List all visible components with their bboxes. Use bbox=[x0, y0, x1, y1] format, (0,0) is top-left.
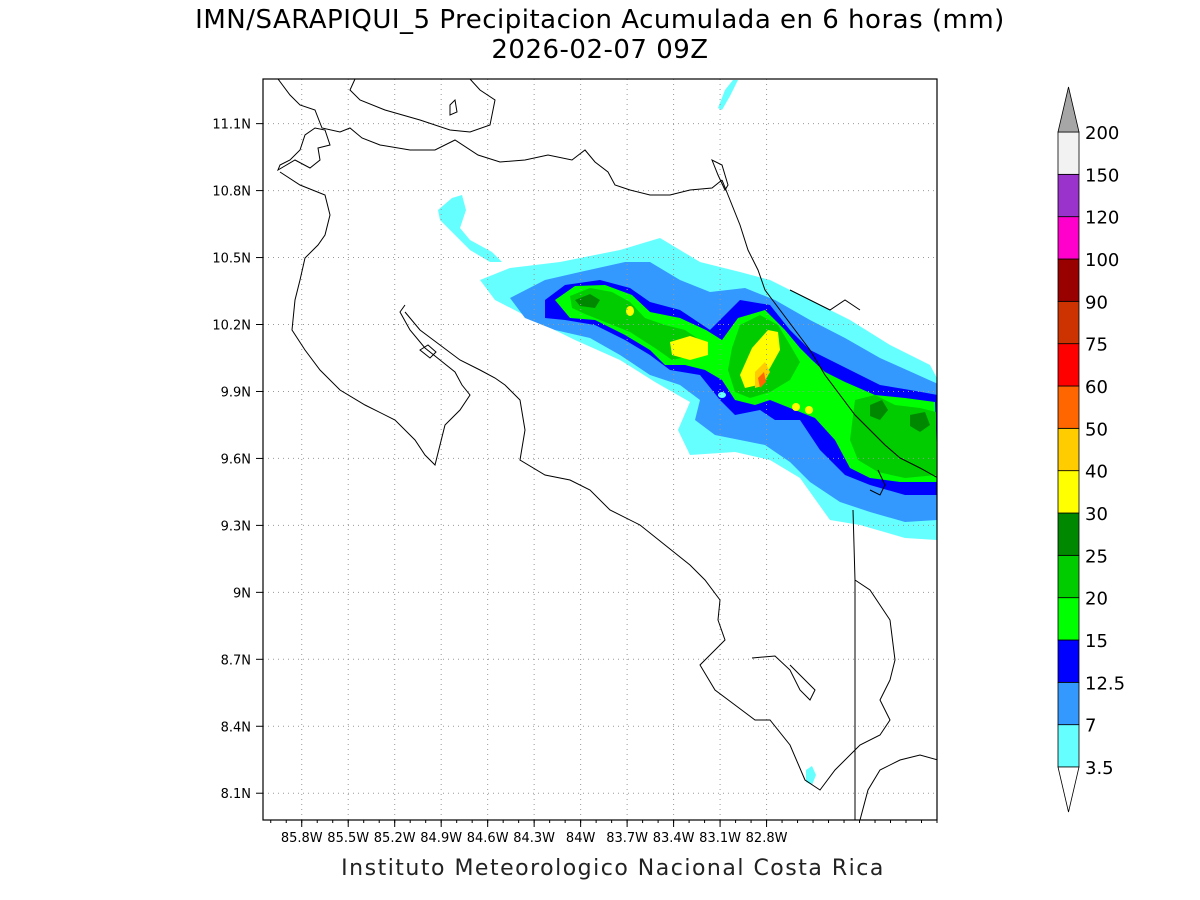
coast-bocas bbox=[869, 469, 886, 496]
legend-overflow-below bbox=[1057, 766, 1080, 813]
lon-tick-label: 82.8W bbox=[746, 831, 788, 846]
legend-swatch bbox=[1057, 597, 1080, 641]
legend-label: 150 bbox=[1085, 165, 1119, 186]
legend-swatch bbox=[1057, 300, 1080, 345]
legend-label: 25 bbox=[1085, 546, 1108, 567]
latitude-labels: 11.1N 10.8N 10.5N 10.2N 9.9N 9.6N 9.3N 9N 8.7N 8.… bbox=[212, 118, 251, 803]
lat-tick-label: 10.2N bbox=[212, 319, 251, 334]
legend-overflow-above bbox=[1057, 86, 1080, 133]
legend-swatch bbox=[1057, 681, 1080, 726]
lat-tick-label: 9.3N bbox=[221, 519, 251, 534]
lat-tick-label: 11.1N bbox=[212, 118, 251, 133]
coast-panama bbox=[859, 754, 937, 820]
coast-caribbean-north bbox=[711, 158, 729, 192]
legend-label: 60 bbox=[1085, 377, 1108, 398]
legend-label: 100 bbox=[1085, 250, 1119, 271]
axis-ticks bbox=[256, 123, 938, 827]
legend-swatch bbox=[1057, 470, 1080, 514]
legend-swatch bbox=[1057, 724, 1080, 768]
precip-layer-30 bbox=[626, 306, 813, 414]
precipitation-field bbox=[438, 80, 937, 785]
coast-north bbox=[276, 127, 331, 172]
legend-swatch bbox=[1057, 427, 1080, 472]
legend-label: 20 bbox=[1085, 589, 1108, 610]
coastlines bbox=[276, 79, 937, 820]
map-grid bbox=[263, 79, 937, 820]
legend-label: 3.5 bbox=[1085, 758, 1114, 779]
tortuguero-shore bbox=[789, 289, 861, 311]
legend-label: 120 bbox=[1085, 208, 1119, 229]
lon-tick-label: 84.6W bbox=[467, 831, 509, 846]
legend-label: 200 bbox=[1085, 123, 1119, 144]
island-chira bbox=[419, 344, 437, 359]
legend-swatch bbox=[1057, 554, 1080, 599]
coast-pacific-south bbox=[404, 311, 896, 791]
legend-swatch bbox=[1057, 173, 1080, 218]
legend-swatch bbox=[1057, 512, 1080, 556]
longitude-labels: 85.8W 85.5W 85.2W 84.9W 84.6W 84.3W 84W 83.7W 83… bbox=[281, 831, 788, 846]
lon-tick-label: 83.1W bbox=[699, 831, 741, 846]
precip-gaps bbox=[718, 392, 726, 398]
legend-label: 90 bbox=[1085, 292, 1108, 313]
lon-tick-label: 83.7W bbox=[606, 831, 648, 846]
map-title: IMN/SARAPIQUI_5 Precipitacion Acumulada … bbox=[195, 5, 1005, 35]
legend-label: 75 bbox=[1085, 335, 1108, 356]
legend-swatch bbox=[1057, 258, 1080, 302]
legend-swatch bbox=[1057, 639, 1080, 683]
legend-label: 15 bbox=[1085, 631, 1108, 652]
lon-tick-label: 85.8W bbox=[281, 831, 323, 846]
nicaragua-border bbox=[277, 79, 723, 196]
lon-tick-label: 84W bbox=[566, 831, 596, 846]
lat-tick-label: 9N bbox=[233, 586, 251, 601]
precip-layer-25 bbox=[575, 294, 930, 432]
lat-tick-label: 9.6N bbox=[221, 452, 251, 467]
precip-layer-50 bbox=[758, 372, 766, 388]
coast-osa bbox=[751, 655, 816, 701]
coast-nicoya bbox=[279, 171, 471, 466]
lat-tick-label: 8.7N bbox=[221, 653, 251, 668]
lat-tick-label: 10.8N bbox=[212, 185, 251, 200]
lon-tick-label: 85.2W bbox=[374, 831, 416, 846]
lat-tick-label: 9.9N bbox=[221, 385, 251, 400]
lake-nicaragua-shore bbox=[349, 79, 496, 133]
legend-label: 7 bbox=[1085, 716, 1096, 737]
legend-labels: 3.5 7 12.5 15 20 25 30 40 50 60 75 90 100 120 150 200 bbox=[1085, 123, 1125, 779]
lat-tick-label: 8.4N bbox=[221, 720, 251, 735]
legend-label: 30 bbox=[1085, 504, 1108, 525]
legend-label: 40 bbox=[1085, 462, 1108, 483]
lat-tick-label: 8.1N bbox=[221, 787, 251, 802]
map-subtitle: 2026-02-07 09Z bbox=[491, 35, 709, 65]
legend-swatch bbox=[1057, 385, 1080, 429]
legend-swatch bbox=[1057, 216, 1080, 260]
lon-tick-label: 85.5W bbox=[327, 831, 369, 846]
island bbox=[449, 98, 458, 116]
legend-label: 12.5 bbox=[1085, 673, 1125, 694]
coast-caribbean bbox=[721, 179, 937, 479]
legend-swatch bbox=[1057, 343, 1080, 387]
color-legend bbox=[1057, 86, 1080, 813]
footer-credit: Instituto Meteorologico Nacional Costa R… bbox=[341, 856, 885, 881]
legend-swatch bbox=[1057, 131, 1080, 175]
lon-tick-label: 84.3W bbox=[513, 831, 555, 846]
lon-tick-label: 83.4W bbox=[653, 831, 695, 846]
lat-tick-label: 10.5N bbox=[212, 252, 251, 267]
plot-border bbox=[262, 78, 938, 821]
legend-label: 50 bbox=[1085, 419, 1108, 440]
lon-tick-label: 84.9W bbox=[420, 831, 462, 846]
